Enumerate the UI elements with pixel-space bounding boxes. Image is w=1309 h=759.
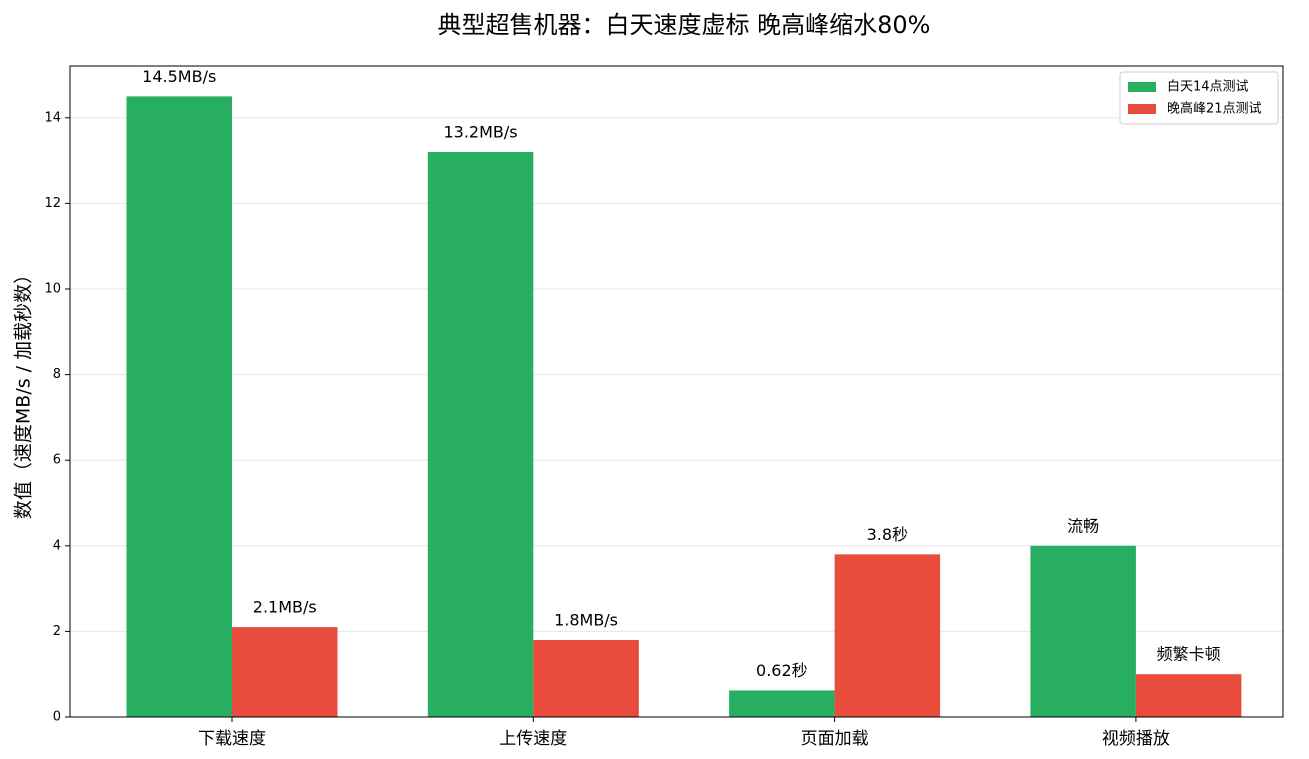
bar: [427, 152, 534, 717]
value-label: 1.8MB/s: [554, 610, 618, 629]
bar: [533, 639, 639, 717]
x-tick-label: 页面加载: [801, 729, 869, 749]
y-axis-label: 数值（速度MB/s / 加载秒数）: [13, 265, 35, 519]
chart-title: 典型超售机器：白天速度虚标 晚高峰缩水80%: [438, 11, 931, 39]
bar: [232, 627, 338, 717]
y-tick-label: 2: [53, 624, 61, 639]
value-label: 2.1MB/s: [253, 598, 317, 617]
bar: [834, 554, 941, 717]
bar: [126, 96, 232, 718]
plot-frame: [69, 65, 1284, 718]
value-label: 3.8秒: [867, 525, 908, 544]
value-label: 14.5MB/s: [142, 67, 216, 86]
y-tick-label: 0: [53, 710, 61, 725]
bar: [1135, 674, 1242, 717]
value-label: 频繁卡顿: [1157, 645, 1221, 664]
value-label: 流畅: [1067, 516, 1099, 535]
legend-swatch: [1128, 104, 1156, 114]
y-tick-label: 12: [44, 196, 61, 211]
value-label: 0.62秒: [756, 661, 808, 680]
legend-swatch: [1128, 82, 1156, 92]
bar: [1030, 545, 1136, 717]
y-tick-label: 8: [53, 367, 61, 382]
y-tick-label: 14: [44, 110, 61, 125]
x-tick-label: 视频播放: [1102, 729, 1170, 749]
legend-label: 晚高峰21点测试: [1167, 101, 1262, 117]
value-label: 13.2MB/s: [443, 123, 517, 142]
y-tick-label: 6: [53, 453, 61, 468]
bar: [729, 690, 835, 717]
y-tick-label: 4: [53, 538, 61, 553]
legend-box: [1119, 71, 1279, 125]
x-tick-label: 上传速度: [499, 729, 567, 749]
y-tick-label: 10: [44, 281, 61, 296]
legend-label: 白天14点测试: [1167, 79, 1249, 95]
x-tick-label: 下载速度: [198, 729, 266, 749]
